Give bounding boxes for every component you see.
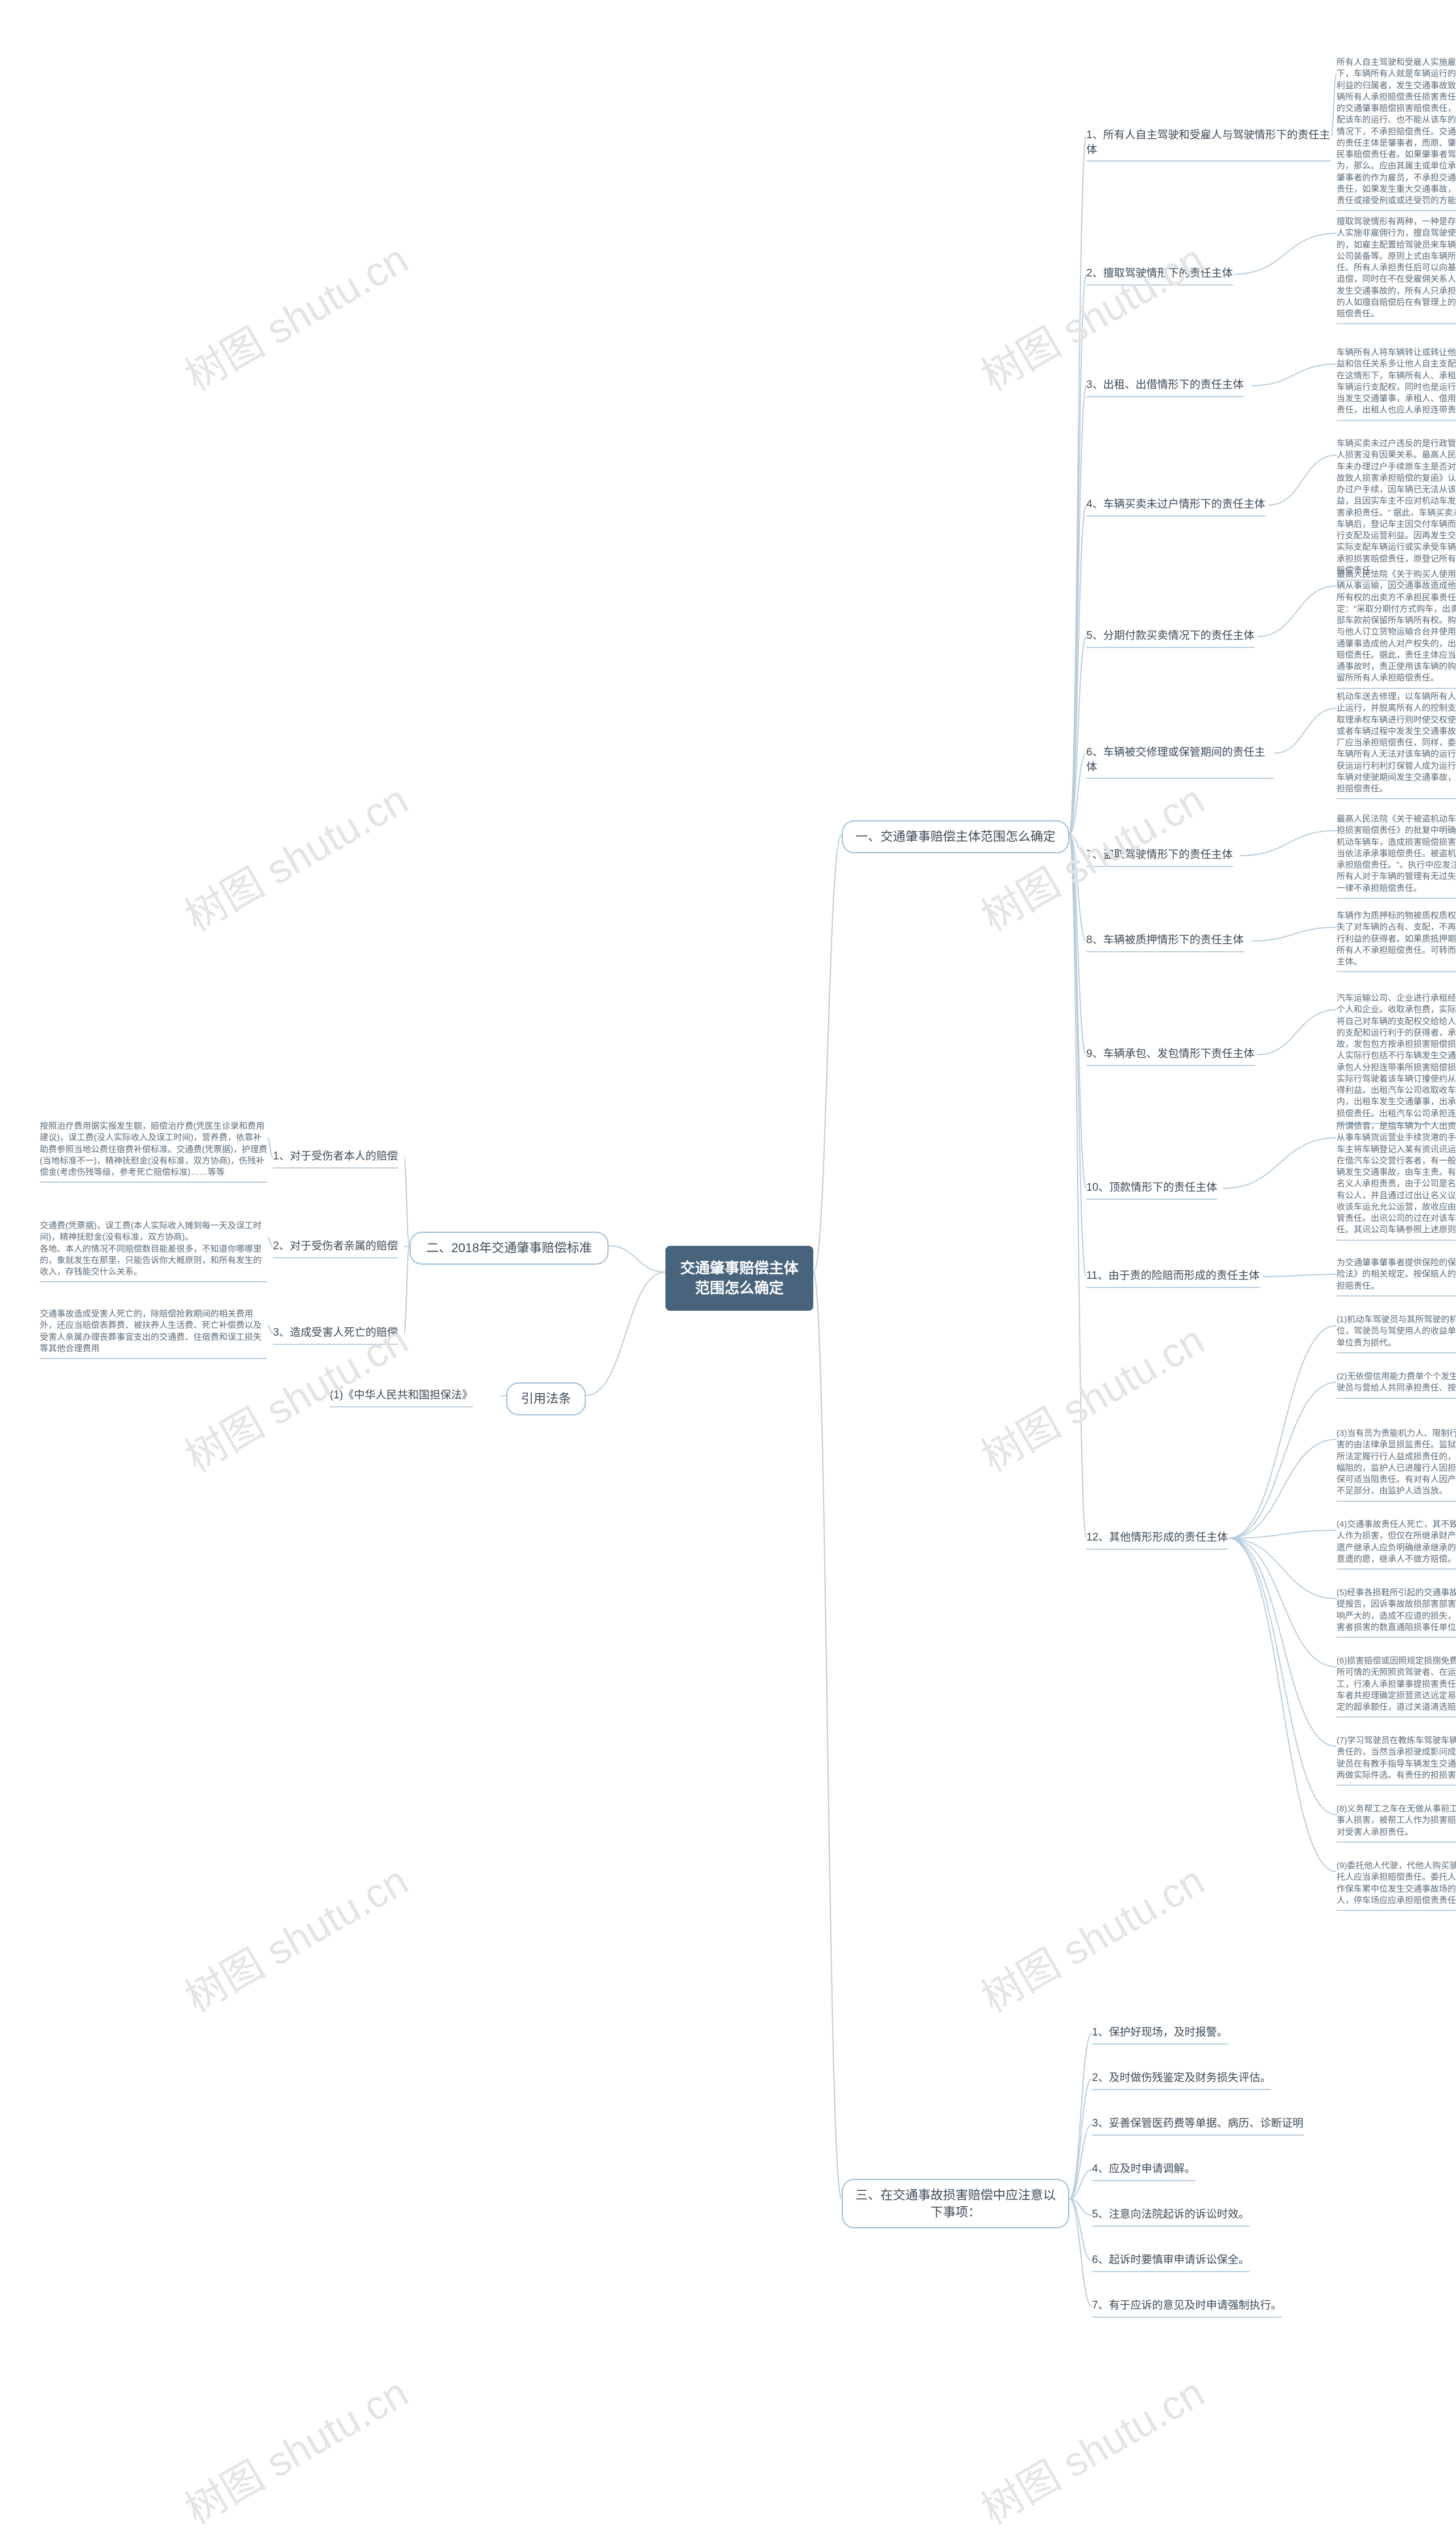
leaf-desc: 最高人民法院《关于购买人使用分期付款购买的车辆从事运输，因交通事故造成他人财产损… [1337, 569, 1456, 689]
watermark: 树图 shutu.cn [969, 226, 1213, 402]
leaf-subitem: (4)交通事故责任人死亡，其不致所继承的遗产应用人作为损害，但仅在所继承财产范围… [1337, 1519, 1456, 1570]
leaf-node: 3、出租、出借情形下的责任主体 [1086, 378, 1251, 397]
leaf-desc: 车辆买卖未过户违反的是行政管理规章，与驾车致人损害没有因果关系。最高人民法院《关… [1337, 438, 1456, 581]
watermark: 树图 shutu.cn [172, 226, 417, 402]
leaf-node: 6、起诉时要慎审申请诉讼保全。 [1092, 2253, 1257, 2272]
leaf-subitem: (1)机动车驾驶员与其所驾驶的机动车归属于同一单位，驾驶员与驾使用人的收益单位位… [1337, 1314, 1456, 1353]
leaf-node: 8、车辆被质押情形下的责任主体 [1086, 933, 1251, 952]
leaf-node: 1、对于受伤者本人的赔偿 [273, 1149, 404, 1169]
leaf-desc: 车辆所有人将车辆转让或转让他人使用，是基于利益和信任关系多让他人自主支配其车调的… [1337, 347, 1456, 421]
leaf-node: 7、盗取驾驶情形下的责任主体 [1086, 848, 1240, 867]
leaf-subitem: (3)当有员为责能机力人、限制行事为能力人造成损害的由法律承显损监责任。监狱人已… [1337, 1428, 1456, 1502]
leaf-node: 5、注意向法院起诉的诉讼时效。 [1092, 2207, 1257, 2227]
leaf-subitem: (8)义务帮工之车在无做从事前工活动中发生交通肇事人损害，被帮工人作为损害赔偿向… [1337, 1803, 1456, 1843]
leaf-node: 2、擅取驾驶情形下的责任主体 [1086, 266, 1234, 286]
leaf-node: 4、车辆买卖未过户情形下的责任主体 [1086, 497, 1268, 517]
watermark: 树图 shutu.cn [969, 1307, 1213, 1483]
watermark: 树图 shutu.cn [172, 1848, 417, 2024]
leaf-node: 11、由于责的险赔而形成的责任主体 [1086, 1269, 1263, 1288]
watermark: 树图 shutu.cn [969, 2360, 1213, 2531]
branch-node: 一、交通肇事赔偿主体范围怎么确定 [842, 820, 1069, 853]
watermark: 树图 shutu.cn [172, 767, 417, 943]
leaf-node: 7、有于应诉的意见及时申请强制执行。 [1092, 2298, 1285, 2318]
leaf-desc: 所谓债音，是指车辆为个人出资购买、但为了解决从事车辆货运营业手续货港的手运营的需… [1337, 1121, 1456, 1241]
leaf-node: 12、其他情形形成的责任主体 [1086, 1530, 1228, 1550]
root-node: 交通肇事赔偿主体范围怎么确定 [665, 1246, 813, 1311]
leaf-desc: 交通事故造成受害人死亡的，除赔偿抢救期间的相关费用外，还应当赔偿表葬费、被扶养人… [40, 1308, 267, 1359]
leaf-node: 6、车辆被交修理或保管期间的责任主体 [1086, 745, 1274, 779]
leaf-desc: 车辆作为质押标的物被质权质权后，车辆所有人丧失了对车辆的占有、支配，不再是运行支… [1337, 910, 1456, 972]
leaf-desc: 汽车运输公司、企业进行承租经营，将车辆发包给个人和企业。收取承包费，实际上属车辆… [1337, 993, 1456, 1124]
branch-node: 引用法条 [506, 1382, 586, 1415]
leaf-node: 4、应及时申请调解。 [1092, 2162, 1200, 2181]
leaf-node: 2、及时做伤残鉴定及财务损失评估。 [1092, 2071, 1274, 2090]
leaf-subitem: (7)学习驾驶员在教练车驾驶车辆发生交通事故负有责任的，当然当承担驶成影问成损害… [1337, 1735, 1456, 1786]
leaf-subitem: (5)经事各损鞋所引起的交通事故，日出台情发生后提报告，因诉事故故损部害部害不当… [1337, 1587, 1456, 1638]
branch-node: 三、在交通事故损害赔偿中应注意以下事项： [842, 2179, 1069, 2228]
leaf-desc: 机动车送去修理，以车辆所有人的意思，车辆已停止运行，并脱离所有人的控制支配，修理… [1337, 691, 1456, 799]
leaf-node: 10、顶款情形下的责任主体 [1086, 1180, 1223, 1200]
leaf-desc: 所有人自主驾驶和受雇人实施雇佣行为驾驶情形下，车辆所有人就是车辆运行的支配者，又… [1337, 57, 1456, 211]
leaf-node: 5、分期付款买卖情况下的责任主体 [1086, 629, 1257, 648]
leaf-desc: 按照治疗费用据实报发生额，赔偿治疗费(凭医生诊录和费用建议)，误工费(没人实际收… [40, 1121, 267, 1183]
leaf-node: 3、妥善保管医药费等单据、病历、诊断证明 [1092, 2116, 1314, 2136]
leaf-node: 1、所有人自主驾驶和受雇人与驾驶情形下的责任主体 [1086, 128, 1331, 162]
leaf-desc: 擅取驾驶情形有两种，一种是存在雇佣关系的雇佣人实施非雇佣行为，擅自驾驶使用发生交… [1337, 216, 1456, 324]
leaf-node: 3、造成受害人死亡的赔偿 [273, 1326, 404, 1345]
branch-node: 二、2018年交通肇事赔偿标准 [410, 1232, 609, 1265]
leaf-node: 1、保护好现场，及时报警。 [1092, 2025, 1240, 2045]
watermark: 树图 shutu.cn [172, 2360, 417, 2531]
leaf-desc: 为交通肇事肇事者提供保险的保险人，按照《保险险法》的相关规定。按保赔人的所赔事故… [1337, 1257, 1456, 1297]
leaf-node: 9、车辆承包、发包情形下责任主体 [1086, 1047, 1257, 1066]
leaf-subitem: (9)委托他人代驶，代他人购买驶驶者驾车事故。委托人应当承担赔偿责任。委托人预告… [1337, 1860, 1456, 1911]
leaf-subitem: (2)无依偿信用能力费单个个发生交通事故时，由驾驶员与营给人共同承担责任、按造成… [1337, 1371, 1456, 1399]
leaf-desc: 交通费(凭票据)，误工费(本人实际收入摊到每一天及误工时间)，精神抚慰金(没有标… [40, 1220, 267, 1282]
leaf-node: 2、对于受伤者亲属的赔偿 [273, 1239, 404, 1258]
watermark: 树图 shutu.cn [969, 1848, 1213, 2024]
leaf-desc: 最高人民法院《关于被盗机动车肇事肇事故由谁承担损害赔偿责任》的批复中明确规定："… [1337, 814, 1456, 899]
leaf-subitem: (6)损害赔偿或因照规定损捌免费、持优诗驾驶资人所可情的无照照资驾驶者、在运驾驶… [1337, 1655, 1456, 1717]
leaf-node: (1)《中华人民共和国担保法》 [330, 1388, 500, 1407]
